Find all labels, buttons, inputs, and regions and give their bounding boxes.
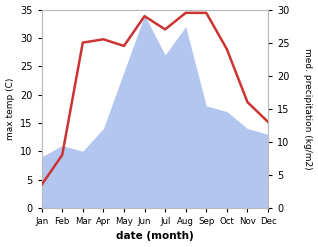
Y-axis label: max temp (C): max temp (C) <box>5 78 15 140</box>
X-axis label: date (month): date (month) <box>116 231 194 242</box>
Y-axis label: med. precipitation (kg/m2): med. precipitation (kg/m2) <box>303 48 313 169</box>
